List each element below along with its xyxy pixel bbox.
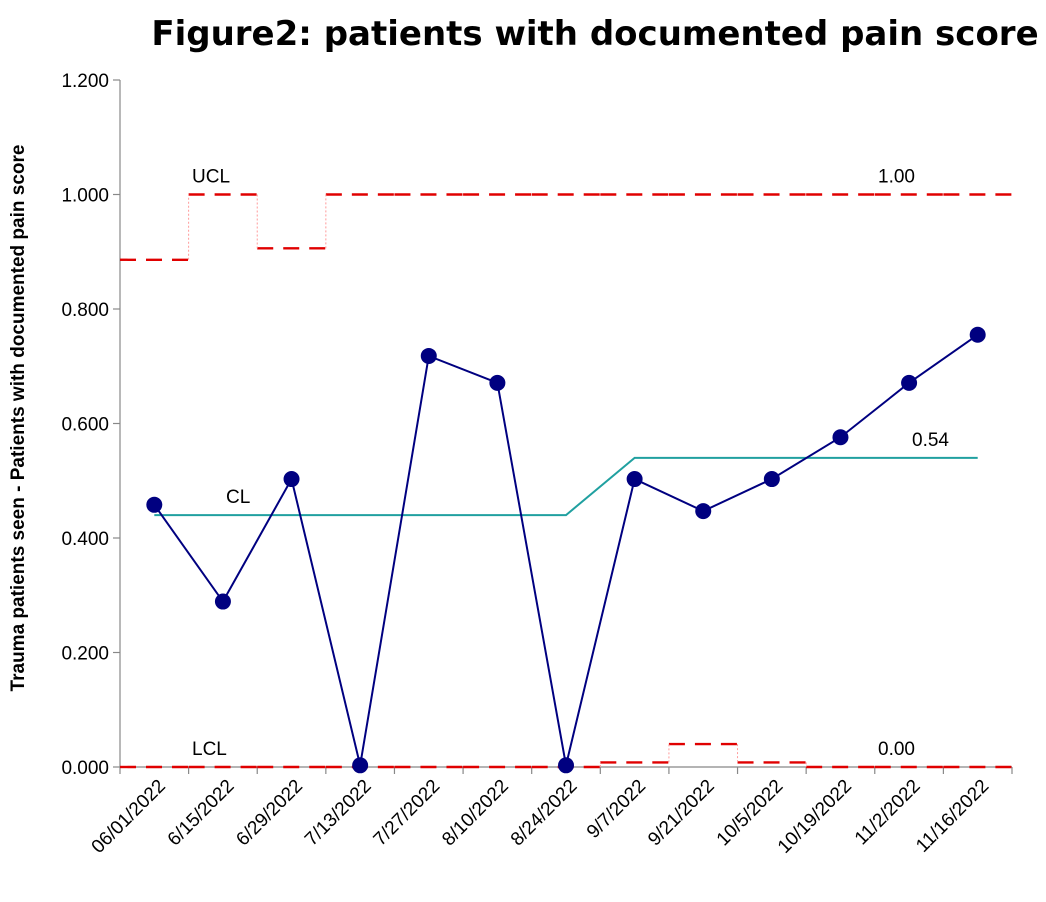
x-tick-label: 9/21/2022	[644, 776, 719, 851]
y-tick-label: 1.000	[61, 186, 109, 207]
y-tick-label: 0.400	[61, 529, 109, 550]
x-tick-label: 7/13/2022	[301, 776, 376, 851]
ucl-value: 1.00	[878, 167, 915, 188]
data-point	[283, 471, 300, 488]
data-point	[695, 503, 712, 520]
chart-title: Figure2: patients with documented pain s…	[151, 14, 1039, 54]
data-point	[146, 496, 163, 513]
lcl-label: LCL	[192, 739, 227, 760]
y-tick-label: 0.800	[61, 300, 109, 321]
ucl-label: UCL	[192, 167, 230, 188]
x-tick-label: 9/7/2022	[583, 776, 650, 843]
data-point	[352, 757, 369, 774]
data-point	[832, 429, 849, 446]
y-axis-label: Trauma patients seen - Patients with doc…	[8, 145, 29, 692]
data-point	[626, 471, 643, 488]
cl-value: 0.54	[912, 430, 949, 451]
data-point	[558, 757, 574, 774]
y-tick-label: 0.200	[61, 644, 109, 665]
x-tick-label: 06/01/2022	[88, 776, 170, 858]
y-tick-label: 0.000	[61, 758, 109, 779]
x-tick-label: 6/15/2022	[164, 776, 239, 851]
data-point	[901, 374, 918, 391]
control-limit-lines	[120, 193, 1012, 769]
data-line	[153, 333, 979, 766]
x-axis-ticks: 06/01/20226/15/20226/29/20227/13/20227/2…	[88, 767, 1013, 858]
cl-label: CL	[226, 487, 250, 508]
y-axis-ticks: 0.000 0.200 0.400 0.600 0.800 1.000 1.200	[61, 71, 120, 779]
x-tick-label: 7/27/2022	[370, 776, 445, 851]
x-tick-label: 11/2/2022	[851, 776, 925, 850]
x-tick-label: 10/5/2022	[713, 776, 788, 851]
y-tick-label: 1.200	[61, 71, 109, 92]
y-tick-label: 0.600	[61, 415, 109, 436]
data-point	[420, 347, 437, 364]
x-tick-label: 10/19/2022	[774, 776, 856, 858]
x-tick-label: 6/29/2022	[232, 776, 307, 851]
x-tick-label: 11/16/2022	[912, 776, 993, 857]
annotations: UCL CL LCL 1.00 0.54 0.00	[192, 167, 949, 761]
data-series	[146, 326, 986, 774]
center-line	[154, 456, 978, 517]
data-point	[763, 471, 780, 488]
x-tick-label: 8/24/2022	[507, 776, 582, 851]
data-point	[214, 593, 231, 610]
x-tick-label: 8/10/2022	[438, 776, 513, 851]
lcl-value: 0.00	[878, 739, 915, 760]
data-point	[969, 326, 986, 343]
data-point	[489, 374, 506, 391]
